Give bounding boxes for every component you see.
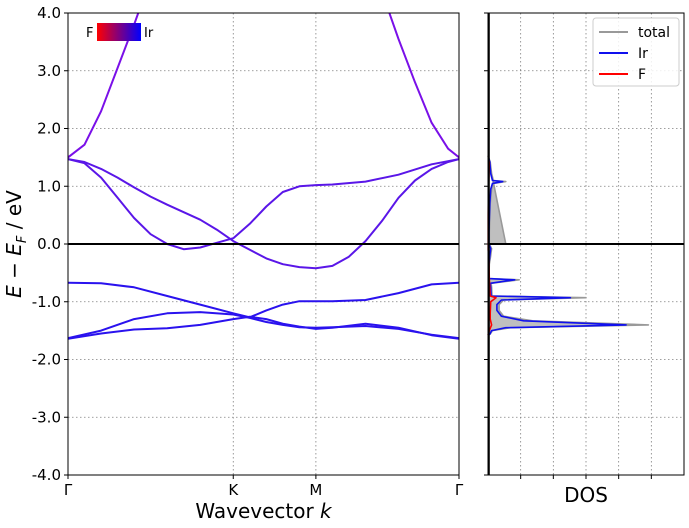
colorbar-left-label: F <box>86 26 93 41</box>
band-line <box>68 311 459 340</box>
band-ytick-label: 2.0 <box>37 120 61 138</box>
band-line <box>68 13 140 159</box>
dos-x-axis-label: DOS <box>564 483 608 507</box>
band-structure-panel: -4.0 -3.0 -2.0 -1.0 0.0 1.0 2.0 3.0 4.0 Γ K M Γ F Ir Wa… <box>2 4 464 523</box>
dos-legend-label: F <box>638 67 646 83</box>
dos-line-Ir <box>487 155 627 336</box>
band-y-axis-label-part: F <box>15 235 30 243</box>
band-xtick-label: M <box>309 481 322 499</box>
band-ytick-label: 0.0 <box>37 235 61 253</box>
dos-legend-box <box>592 17 680 87</box>
dos-frame <box>487 12 685 476</box>
band-ytick-label: 3.0 <box>37 62 61 80</box>
dos-legend-label: Ir <box>638 46 648 62</box>
band-ytick-label: -2.0 <box>32 351 61 369</box>
dos-area-total <box>488 156 649 336</box>
band-x-axis-label-prefix: Wavevector <box>195 499 320 523</box>
band-ytick-label: -3.0 <box>32 408 61 426</box>
dos-legend-label: total <box>638 25 670 41</box>
band-frame <box>67 12 460 476</box>
dos-panel: DOS total Ir F <box>484 12 685 507</box>
band-xtick-label: K <box>228 481 239 499</box>
band-y-axis-label-part: − <box>2 256 26 285</box>
band-y-axis-label-part: / eV <box>2 190 26 236</box>
band-line <box>68 158 459 270</box>
colorbar-bar <box>97 23 141 41</box>
band-ytick-label: -4.0 <box>32 466 61 484</box>
band-y-axis-label-part: E <box>2 243 26 256</box>
band-ytick-label: 1.0 <box>37 177 61 195</box>
band-xtick-label: Γ <box>455 481 464 499</box>
band-line <box>68 158 459 251</box>
band-x-axis-label: Wavevector k <box>195 499 333 523</box>
band-ytick-label: -1.0 <box>32 293 61 311</box>
band-y-axis-label: E − EF / eV <box>2 190 30 298</box>
band-line <box>388 13 459 159</box>
band-ytick-label: 4.0 <box>37 4 61 22</box>
band-y-axis-label-part: E <box>2 285 26 298</box>
dos-line-total <box>487 155 650 336</box>
band-line <box>68 315 459 340</box>
band-xtick-label: Γ <box>64 481 73 499</box>
band-lines <box>68 13 459 340</box>
band-line <box>68 281 459 319</box>
dos-legend: total Ir F <box>592 17 680 87</box>
band-x-axis-label-variable: k <box>320 499 333 523</box>
colorbar-right-label: Ir <box>144 26 154 41</box>
